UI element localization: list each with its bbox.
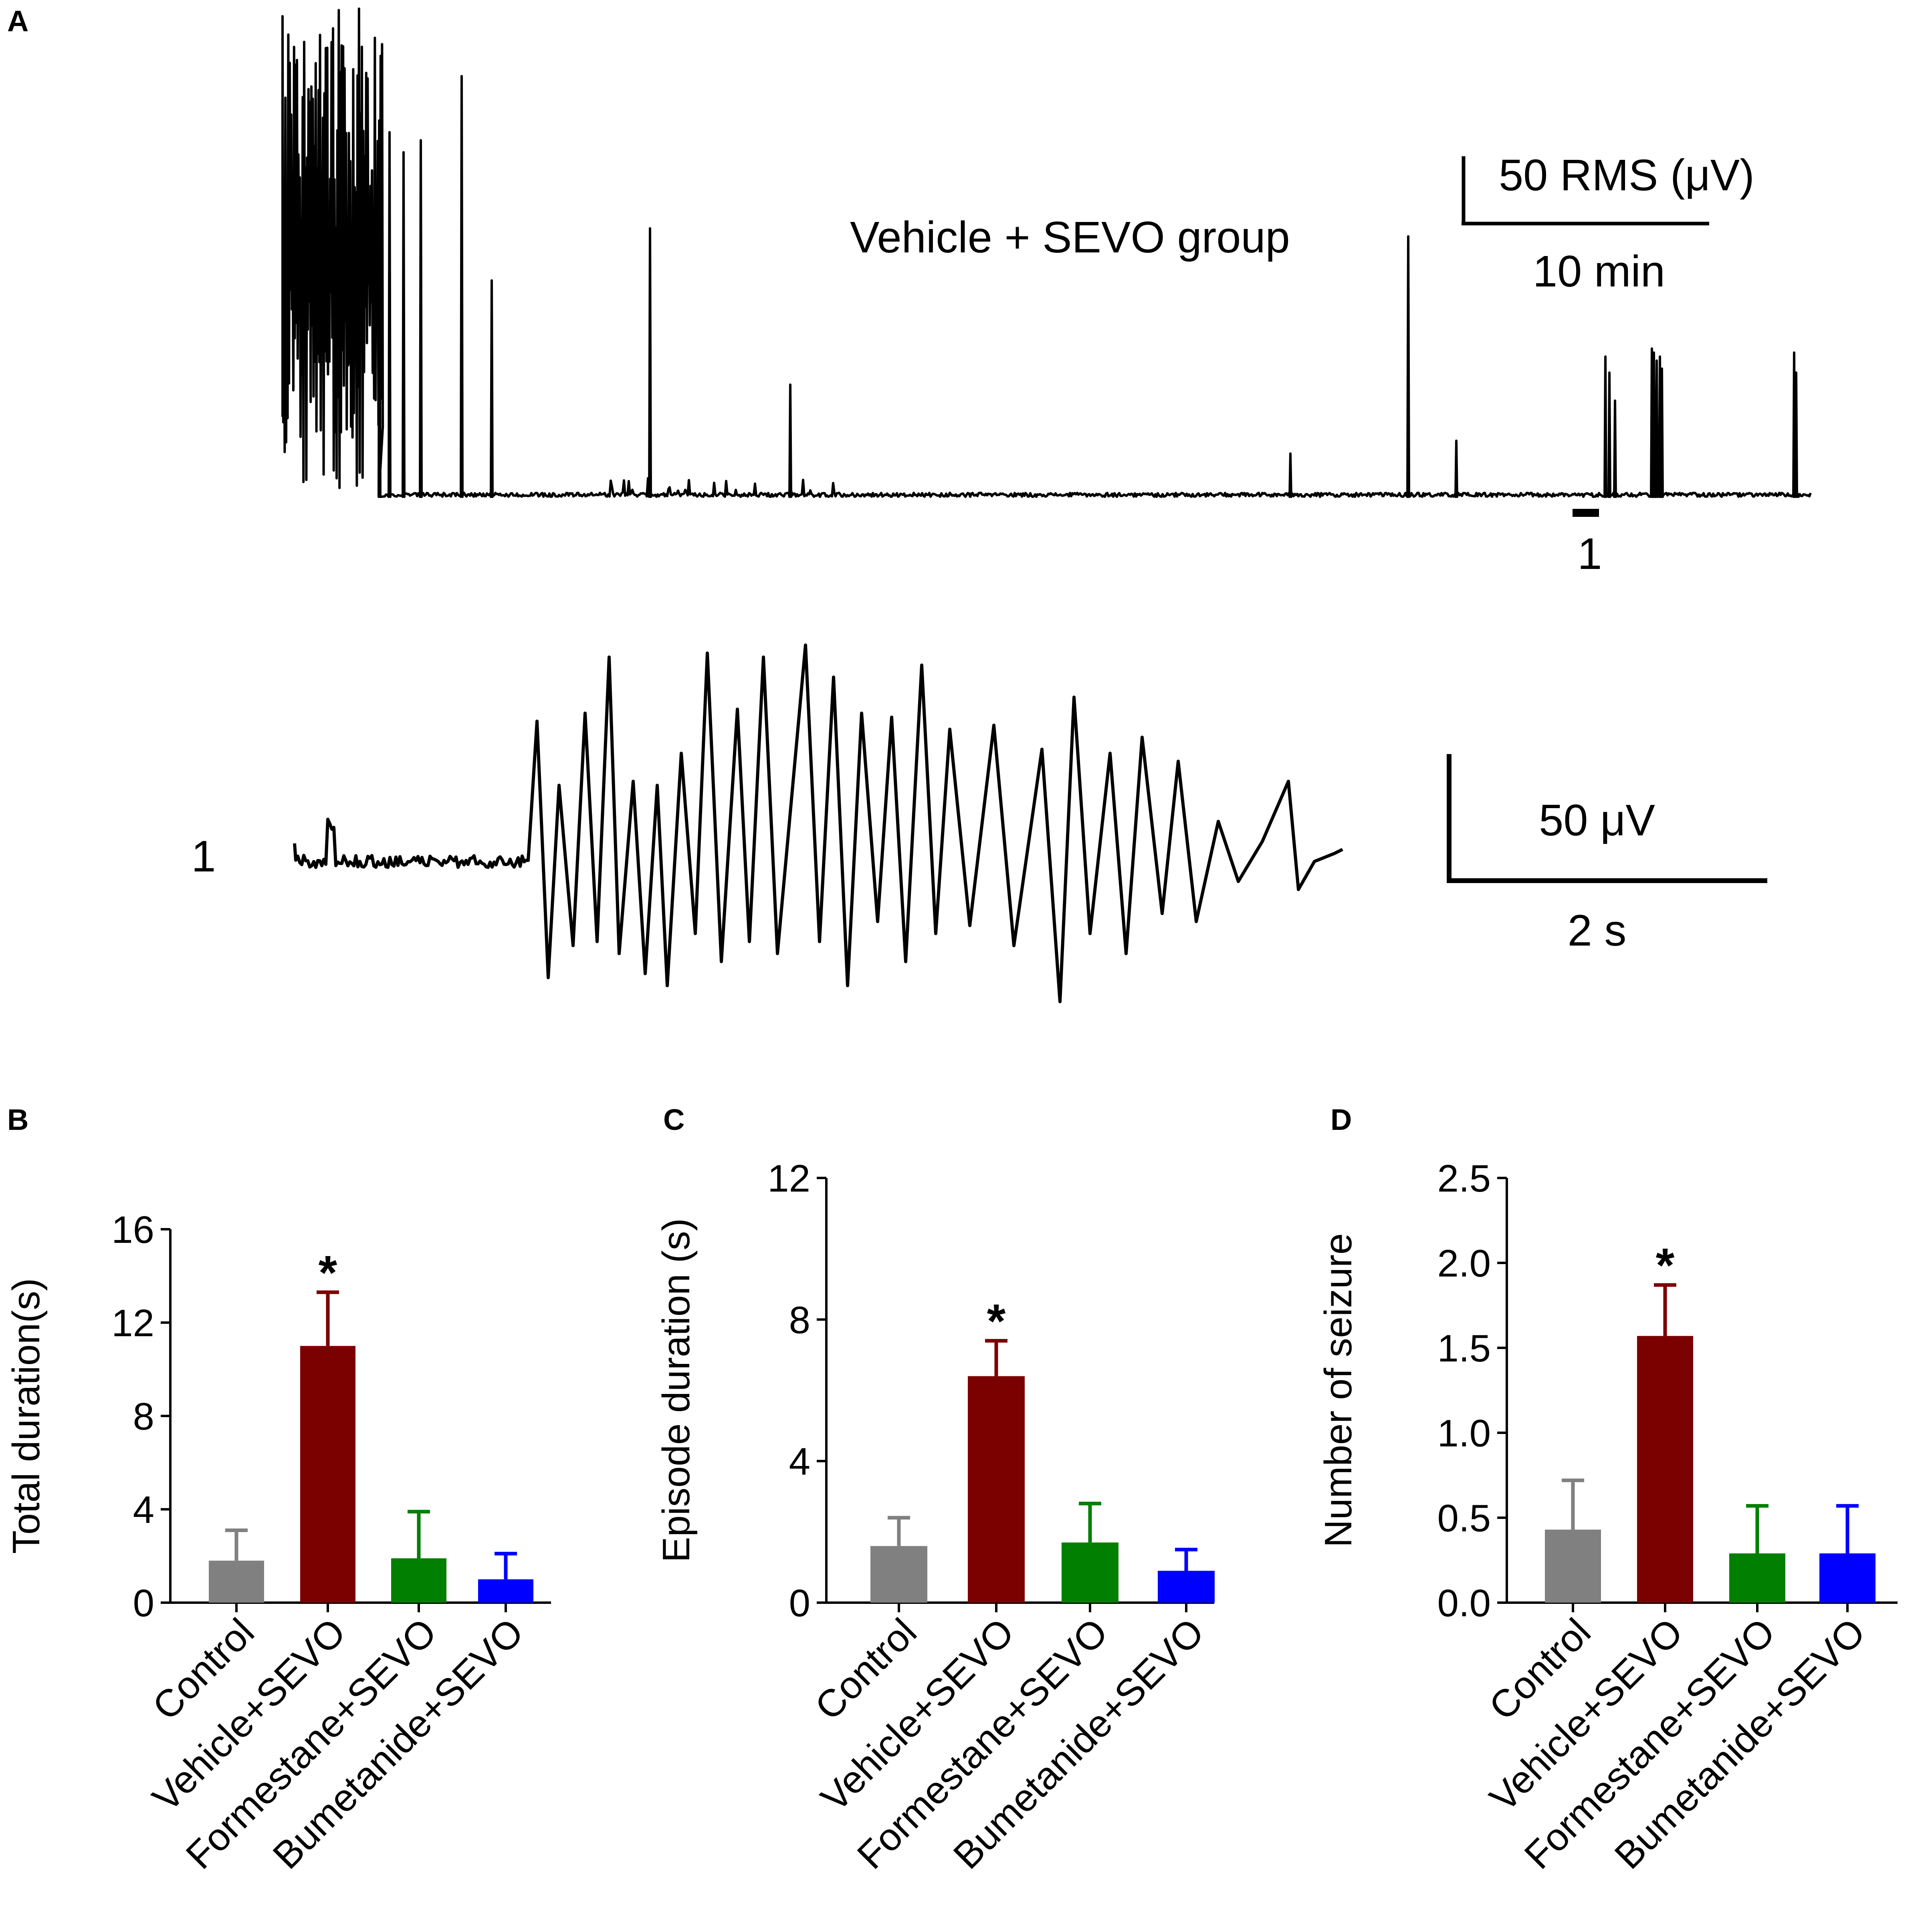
chart-b-bar (300, 1346, 355, 1603)
chart-b-y-tick-label: 16 (111, 1208, 154, 1251)
panel-a: A Vehicle + SEVO group 50 RMS (μV) 10 mi… (7, 4, 1812, 1003)
raw-scalebar: 50 μV 2 s (1447, 754, 1767, 955)
time-scalebar-label: 10 min (1533, 247, 1665, 296)
chart-b-y-axis-title: Total duration(s) (5, 1278, 48, 1554)
panel-b-letter: B (7, 1103, 28, 1136)
chart-d: D Number of seizure 0.00.51.01.52.02.5Co… (1317, 1103, 1898, 1877)
chart-b-bar (478, 1579, 533, 1603)
chart-b-y-tick-label: 4 (133, 1488, 154, 1531)
chart-b-bar (209, 1561, 264, 1603)
chart-d-y-tick-label: 0.5 (1437, 1497, 1491, 1540)
chart-d-significance-star: * (1656, 1238, 1675, 1292)
chart-d-y-tick-label: 2.5 (1437, 1157, 1491, 1200)
chart-d-y-tick-label: 2.0 (1437, 1242, 1491, 1285)
chart-c-y-tick-label: 0 (789, 1582, 810, 1625)
chart-c: C Episode duration (s) 04812Control*Vehi… (655, 1103, 1215, 1877)
panel-a-letter: A (7, 4, 28, 38)
chart-b-bar (391, 1558, 446, 1603)
chart-b-significance-star: * (319, 1246, 337, 1299)
chart-d-y-tick-label: 1.5 (1437, 1327, 1491, 1370)
chart-c-significance-star: * (987, 1294, 1006, 1348)
chart-b-y-tick-label: 8 (133, 1395, 154, 1438)
chart-c-bar (968, 1376, 1025, 1603)
chart-d-y-tick-label: 0.0 (1437, 1582, 1491, 1625)
rms-scalebar: 50 RMS (μV) 10 min (1462, 151, 1754, 296)
chart-c-bar (870, 1546, 927, 1603)
chart-d-y-tick-label: 1.0 (1437, 1412, 1491, 1455)
group-label: Vehicle + SEVO group (850, 213, 1290, 262)
raw-time-label: 2 s (1568, 906, 1627, 955)
chart-c-y-tick-label: 12 (767, 1157, 810, 1200)
chart-b: B Total duration(s) 0481216Control*Vehic… (5, 1103, 551, 1877)
chart-b-y-tick-label: 0 (133, 1582, 154, 1625)
chart-b-y-tick-label: 12 (111, 1302, 154, 1345)
panel-d-letter: D (1330, 1103, 1352, 1136)
chart-d-bar (1729, 1553, 1785, 1603)
panel-c-letter: C (663, 1103, 684, 1136)
raw-eeg-trace (293, 643, 1343, 1003)
chart-d-y-axis-title: Number of seizure (1317, 1233, 1360, 1547)
chart-d-bar (1819, 1553, 1875, 1603)
segment-marker-label: 1 (1577, 529, 1602, 579)
raw-amplitude-label: 50 μV (1539, 796, 1655, 845)
chart-d-bar (1545, 1529, 1601, 1603)
rms-trace (281, 7, 1812, 498)
chart-c-bar (1062, 1542, 1118, 1603)
chart-c-bar (1158, 1571, 1215, 1603)
raw-trace-label: 1 (191, 832, 216, 881)
rms-scalebar-label: 50 RMS (μV) (1499, 151, 1754, 200)
chart-c-y-tick-label: 8 (789, 1299, 810, 1341)
segment-marker: 1 (1573, 509, 1602, 579)
chart-c-y-tick-label: 4 (789, 1440, 810, 1483)
chart-c-y-axis-title: Episode duration (s) (655, 1218, 698, 1562)
chart-d-bar (1637, 1336, 1693, 1603)
